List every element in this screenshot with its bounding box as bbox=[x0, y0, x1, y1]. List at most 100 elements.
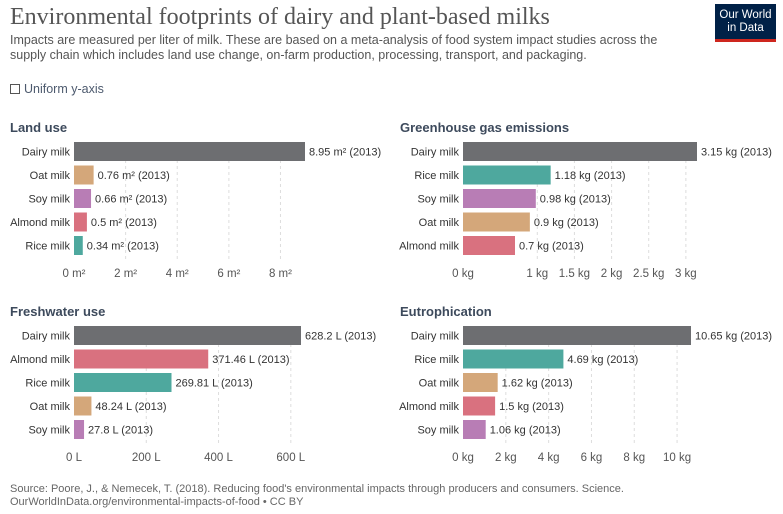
category-label: Oat milk bbox=[419, 217, 460, 229]
value-label: 0.66 m² (2013) bbox=[95, 194, 167, 206]
x-tick-label: 10 kg bbox=[663, 452, 691, 464]
x-tick-label: 2.5 kg bbox=[633, 268, 664, 280]
category-label: Rice milk bbox=[25, 241, 70, 253]
value-label: 0.7 kg (2013) bbox=[519, 241, 584, 253]
value-label: 1.5 kg (2013) bbox=[499, 401, 564, 413]
logo-line-1: Our World bbox=[719, 9, 772, 21]
value-label: 269.81 L (2013) bbox=[175, 378, 252, 390]
x-tick-label: 1.5 kg bbox=[559, 268, 590, 280]
category-label: Soy milk bbox=[417, 425, 459, 437]
x-tick-label: 0 kg bbox=[452, 452, 474, 464]
value-label: 8.95 m² (2013) bbox=[309, 147, 381, 159]
value-label: 1.06 kg (2013) bbox=[490, 425, 561, 437]
value-label: 1.18 kg (2013) bbox=[555, 170, 626, 182]
panel-title-eutrophication: Eutrophication bbox=[400, 304, 492, 319]
category-label: Rice milk bbox=[414, 354, 459, 366]
uniform-y-axis-toggle[interactable]: Uniform y-axis bbox=[10, 82, 104, 96]
category-label: Rice milk bbox=[414, 170, 459, 182]
value-label: 27.8 L (2013) bbox=[88, 425, 153, 437]
value-label: 0.5 m² (2013) bbox=[91, 217, 157, 229]
value-label: 48.24 L (2013) bbox=[95, 401, 166, 413]
x-tick-label: 600 L bbox=[276, 452, 305, 464]
category-label: Rice milk bbox=[25, 378, 70, 390]
logo-line-2: in Data bbox=[727, 22, 764, 34]
source-text: Source: Poore, J., & Nemecek, T. (2018).… bbox=[10, 483, 624, 495]
x-tick-label: 8 m² bbox=[269, 268, 292, 280]
x-tick-label: 3 kg bbox=[675, 268, 697, 280]
category-label: Almond milk bbox=[399, 241, 459, 253]
x-tick-label: 4 m² bbox=[166, 268, 189, 280]
bar[interactable] bbox=[74, 396, 92, 416]
source-url[interactable]: OurWorldInData.org/environmental-impacts… bbox=[10, 496, 304, 508]
category-label: Almond milk bbox=[10, 354, 70, 366]
x-tick-label: 1 kg bbox=[526, 268, 548, 280]
category-label: Dairy milk bbox=[411, 331, 460, 343]
owid-logo[interactable]: Our World in Data bbox=[715, 4, 776, 42]
category-label: Dairy milk bbox=[411, 147, 460, 159]
bar[interactable] bbox=[74, 326, 301, 345]
checkbox-icon[interactable] bbox=[10, 84, 20, 94]
bar[interactable] bbox=[463, 189, 536, 208]
x-tick-label: 0 kg bbox=[452, 268, 474, 280]
x-tick-label: 4 kg bbox=[538, 452, 560, 464]
bar[interactable] bbox=[74, 165, 94, 185]
x-tick-label: 0 L bbox=[66, 452, 83, 464]
category-label: Oat milk bbox=[30, 170, 71, 182]
x-tick-label: 6 m² bbox=[217, 268, 240, 280]
value-label: 10.65 kg (2013) bbox=[695, 331, 772, 343]
value-label: 0.76 m² (2013) bbox=[98, 170, 170, 182]
value-label: 4.69 kg (2013) bbox=[567, 354, 638, 366]
value-label: 1.62 kg (2013) bbox=[502, 378, 573, 390]
x-tick-label: 2 kg bbox=[601, 268, 623, 280]
category-label: Soy milk bbox=[28, 194, 70, 206]
value-label: 0.98 kg (2013) bbox=[540, 194, 611, 206]
bar[interactable] bbox=[463, 326, 691, 345]
x-tick-label: 8 kg bbox=[623, 452, 645, 464]
bar[interactable] bbox=[74, 420, 85, 439]
value-label: 628.2 L (2013) bbox=[305, 331, 376, 343]
page-subtitle: Impacts are measured per liter of milk. … bbox=[10, 33, 658, 62]
page-title: Environmental footprints of dairy and pl… bbox=[10, 4, 550, 30]
value-label: 3.15 kg (2013) bbox=[701, 147, 772, 159]
chart-ghg: 0 kg 1 kg 1.5 kg 2 kg 2.5 kg 3 kg Dairy milk 3.… bbox=[399, 142, 772, 280]
category-label: Dairy milk bbox=[22, 331, 71, 343]
bar[interactable] bbox=[74, 349, 209, 369]
category-label: Almond milk bbox=[399, 401, 459, 413]
bar[interactable] bbox=[463, 236, 515, 255]
category-label: Dairy milk bbox=[22, 147, 71, 159]
value-label: 371.46 L (2013) bbox=[212, 354, 289, 366]
panel-title-land-use: Land use bbox=[10, 120, 68, 135]
bar[interactable] bbox=[74, 189, 92, 208]
value-label: 0.34 m² (2013) bbox=[87, 241, 159, 253]
x-tick-label: 200 L bbox=[132, 452, 161, 464]
bar[interactable] bbox=[463, 142, 697, 161]
chart-eutrophication: 0 kg 2 kg 4 kg 6 kg 8 kg 10 kg Dairy milk 10.65… bbox=[399, 326, 772, 464]
x-tick-label: 2 kg bbox=[495, 452, 517, 464]
category-label: Oat milk bbox=[30, 401, 71, 413]
panel-title-freshwater: Freshwater use bbox=[10, 304, 106, 319]
category-label: Soy milk bbox=[417, 194, 459, 206]
bar[interactable] bbox=[463, 165, 551, 185]
bar[interactable] bbox=[463, 349, 564, 369]
bar[interactable] bbox=[74, 212, 87, 232]
category-label: Soy milk bbox=[28, 425, 70, 437]
bar[interactable] bbox=[74, 373, 172, 392]
bar[interactable] bbox=[463, 396, 496, 416]
panel-title-ghg: Greenhouse gas emissions bbox=[400, 120, 570, 135]
footer: Source: Poore, J., & Nemecek, T. (2018).… bbox=[10, 483, 624, 509]
x-tick-label: 2 m² bbox=[114, 268, 137, 280]
value-label: 0.9 kg (2013) bbox=[534, 217, 599, 229]
category-label: Almond milk bbox=[10, 217, 70, 229]
category-label: Oat milk bbox=[419, 378, 460, 390]
x-tick-label: 6 kg bbox=[581, 452, 603, 464]
bar[interactable] bbox=[463, 420, 486, 439]
bar[interactable] bbox=[74, 142, 305, 161]
chart-freshwater: 0 L 200 L 400 L 600 L Dairy milk 628.2 L (201… bbox=[10, 326, 376, 464]
x-tick-label: 0 m² bbox=[63, 268, 86, 280]
uniform-y-axis-label: Uniform y-axis bbox=[24, 82, 104, 96]
bar[interactable] bbox=[463, 212, 530, 232]
x-tick-label: 400 L bbox=[204, 452, 233, 464]
bar[interactable] bbox=[74, 236, 83, 255]
bar[interactable] bbox=[463, 373, 498, 392]
chart-land-use: 0 m² 2 m² 4 m² 6 m² 8 m² Dairy milk 8.95 m² (2… bbox=[10, 142, 381, 280]
